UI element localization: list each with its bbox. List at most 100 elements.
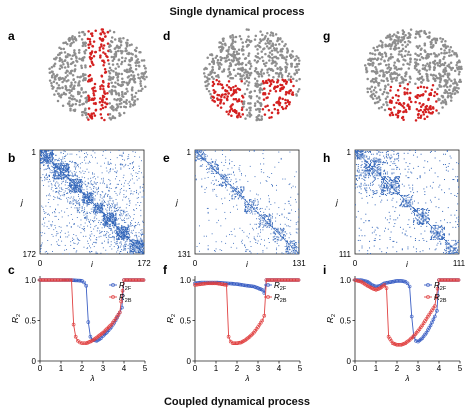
matrix-entry — [49, 175, 50, 177]
brain-node — [136, 73, 140, 76]
matrix-entry — [204, 159, 206, 161]
matrix-entry — [203, 158, 205, 160]
brain-node — [111, 59, 115, 63]
matrix-entry — [131, 232, 133, 234]
highlighted-node — [103, 32, 106, 35]
matrix-entry — [136, 240, 138, 242]
matrix-entry — [93, 246, 95, 248]
brain-node — [120, 102, 123, 105]
brain-node — [214, 56, 218, 59]
highlighted-node — [404, 108, 408, 112]
matrix-entry — [62, 169, 64, 171]
matrix-entry — [123, 189, 125, 191]
matrix-entry — [142, 242, 144, 244]
matrix-entry — [76, 201, 78, 203]
matrix-entry — [73, 191, 75, 193]
highlighted-node — [94, 89, 97, 93]
highlighted-node — [426, 108, 430, 111]
matrix-entry — [195, 159, 196, 161]
brain-node — [386, 95, 389, 99]
brain-node — [295, 94, 298, 97]
matrix-entry — [128, 215, 130, 217]
matrix-entry — [95, 208, 96, 210]
matrix-entry — [121, 233, 122, 235]
brain-node — [242, 49, 245, 52]
brain-node — [407, 36, 410, 40]
matrix-entry — [220, 177, 222, 179]
matrix-entry — [117, 209, 119, 211]
matrix-entry — [112, 217, 114, 219]
matrix-entry — [142, 233, 144, 235]
matrix-entry — [113, 217, 115, 219]
matrix-entry — [55, 191, 57, 193]
matrix-entry — [58, 239, 60, 241]
matrix-entry — [108, 163, 110, 165]
matrix-entry — [124, 228, 126, 229]
brain-node — [435, 76, 439, 79]
matrix-entry — [134, 227, 136, 229]
matrix-entry — [123, 232, 125, 234]
matrix-entry — [44, 160, 46, 162]
matrix-entry — [121, 228, 122, 229]
matrix-entry — [42, 151, 44, 153]
matrix-entry — [102, 206, 104, 208]
matrix-entry — [45, 162, 47, 164]
matrix-entry — [130, 240, 132, 242]
matrix-entry — [54, 167, 56, 169]
brain-node — [413, 66, 417, 70]
matrix-entry — [62, 189, 64, 191]
matrix-entry — [47, 157, 49, 159]
brain-node — [397, 60, 401, 63]
matrix-entry — [59, 165, 61, 167]
brain-node — [433, 63, 437, 66]
matrix-entry — [123, 238, 125, 240]
matrix-entry — [62, 165, 64, 167]
highlighted-node — [288, 101, 291, 104]
matrix-entry — [101, 211, 103, 213]
matrix-entry — [50, 163, 52, 165]
matrix-entry — [59, 165, 61, 167]
matrix-entry — [88, 212, 90, 214]
brain-node — [272, 59, 275, 63]
matrix-entry — [100, 208, 102, 210]
matrix-entry — [202, 158, 204, 160]
matrix-entry — [62, 165, 64, 167]
matrix-entry — [43, 160, 44, 162]
matrix-entry — [108, 187, 110, 189]
matrix-entry — [44, 217, 46, 219]
matrix-entry — [101, 212, 103, 214]
highlighted-node — [426, 115, 429, 119]
matrix-entry — [64, 177, 66, 179]
matrix-entry — [124, 237, 125, 239]
matrix-entry — [90, 183, 92, 185]
matrix-entry — [105, 222, 107, 224]
matrix-entry — [79, 167, 81, 169]
matrix-entry — [87, 197, 89, 199]
matrix-entry — [139, 252, 141, 254]
matrix-entry — [87, 182, 89, 183]
brain-node — [268, 51, 272, 54]
brain-node — [262, 48, 265, 51]
brain-node — [453, 92, 456, 96]
matrix-entry — [214, 170, 216, 172]
matrix-entry — [122, 249, 124, 251]
highlighted-node — [99, 108, 103, 111]
brain-node — [281, 40, 284, 43]
brain-node — [220, 49, 224, 52]
matrix-entry — [131, 244, 133, 246]
brain-node — [108, 66, 112, 70]
brain-node — [85, 101, 88, 104]
brain-node — [57, 84, 61, 87]
matrix-entry — [61, 166, 63, 168]
matrix-entry — [60, 162, 62, 163]
matrix-entry — [109, 246, 111, 248]
brain-node — [239, 62, 243, 66]
matrix-entry — [53, 180, 55, 182]
matrix-entry — [76, 209, 78, 211]
matrix-entry — [81, 228, 83, 229]
matrix-entry — [107, 215, 109, 217]
brain-node — [242, 102, 246, 105]
matrix-entry — [66, 167, 67, 169]
matrix-entry — [56, 163, 58, 165]
matrix-entry — [137, 172, 139, 174]
